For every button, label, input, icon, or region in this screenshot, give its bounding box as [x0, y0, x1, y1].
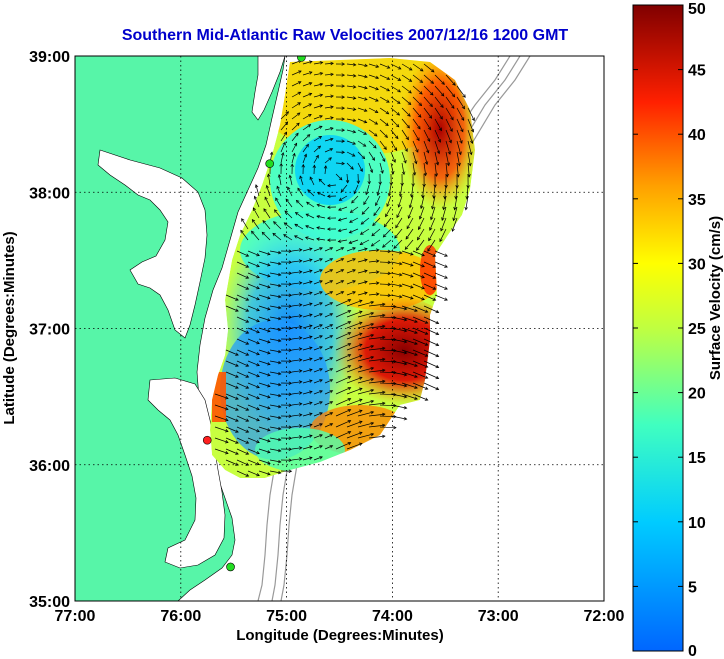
y-tick-label: 36:00	[29, 458, 70, 475]
station-marker	[202, 435, 212, 445]
chart-title: Southern Mid-Atlantic Raw Velocities 200…	[122, 27, 569, 44]
x-tick-label: 74:00	[372, 608, 413, 625]
colorbar-label: Surface Velocity (cm/s)	[707, 216, 724, 380]
x-tick-label: 76:00	[160, 608, 201, 625]
velocity-field	[210, 58, 475, 478]
y-axis-label: Latitude (Degrees:Minutes)	[1, 231, 18, 424]
velocity-vectors	[214, 59, 475, 477]
colorbar-gradient	[632, 4, 684, 652]
delaware-bay	[251, 56, 286, 121]
chesapeake-bay	[97, 149, 208, 339]
y-axis-ticks: 39:00 38:00 37:00 36:00 35:00	[29, 49, 70, 611]
plot-area	[75, 56, 604, 601]
colorbar-tick-label: 5	[688, 579, 697, 596]
y-tick-label: 39:00	[29, 49, 70, 66]
station-marker	[265, 159, 274, 168]
colorbar-tick-label: 0	[688, 643, 697, 659]
grid-lines	[75, 56, 604, 601]
x-axis-label: Longitude (Degrees:Minutes)	[236, 627, 444, 644]
colorbar-tick-label: 45	[688, 63, 706, 80]
y-tick-label: 38:00	[29, 185, 70, 202]
x-tick-label: 77:00	[55, 608, 96, 625]
colorbar-tick-label: 50	[688, 1, 706, 18]
y-tick-label: 37:00	[29, 322, 70, 339]
station-marker	[226, 562, 235, 572]
colorbar-tick-label: 25	[688, 321, 706, 338]
colorbar-tick-label: 10	[688, 515, 706, 532]
station-marker	[297, 56, 306, 62]
colorbar-tick-label: 30	[688, 256, 706, 273]
colorbar-tick-label: 40	[688, 127, 706, 144]
x-tick-label: 72:00	[584, 608, 625, 625]
plot-frame	[74, 55, 605, 602]
colorbar-tick-label: 20	[688, 386, 706, 403]
x-tick-label: 73:00	[478, 608, 519, 625]
colorbar-ticks: 0 5 10 15 20 25 30 35 40 45 50	[633, 1, 706, 659]
colorbar-tick-label: 35	[688, 192, 706, 209]
colorbar-tick-label: 15	[688, 450, 706, 467]
pamlico-sound	[147, 377, 226, 569]
radar-stations	[202, 56, 306, 572]
x-tick-label: 75:00	[266, 608, 307, 625]
x-axis-ticks: 77:00 76:00 75:00 74:00 73:00 72:00	[55, 608, 625, 625]
colorbar: 0 5 10 15 20 25 30 35 40 45 50 Surface Velocity (c…	[632, 1, 724, 659]
y-tick-label: 35:00	[29, 594, 70, 611]
